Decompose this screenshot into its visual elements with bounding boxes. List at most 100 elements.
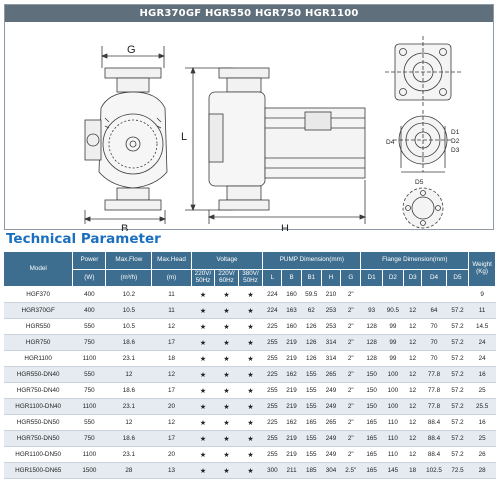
table-cell: 165 bbox=[360, 430, 383, 447]
table-cell: 77.8 bbox=[421, 366, 447, 383]
table-cell: 18 bbox=[151, 350, 192, 367]
table-cell: 88.4 bbox=[421, 430, 447, 447]
table-cell: 110 bbox=[382, 414, 404, 431]
header-power-unit: (W) bbox=[72, 269, 107, 287]
table-cell: 155 bbox=[301, 382, 322, 399]
table-cell: 249 bbox=[321, 398, 341, 415]
table-cell: 12 bbox=[403, 414, 422, 431]
model-cell: HGR550-DN40 bbox=[3, 366, 73, 383]
table-cell: 57.2 bbox=[446, 334, 469, 351]
table-cell: 145 bbox=[382, 462, 404, 479]
model-cell: HGR1500-DN65 bbox=[3, 462, 73, 479]
table-cell: ★ bbox=[238, 414, 263, 431]
dim-label-b: B bbox=[121, 223, 128, 231]
table-cell: 2" bbox=[340, 430, 361, 447]
table-cell: 57.2 bbox=[446, 350, 469, 367]
technical-parameter-table: Model Power Max.Flow Max.Head Voltage PU… bbox=[2, 251, 496, 479]
header-flow-unit: (m³/h) bbox=[105, 269, 153, 287]
table-cell: 210 bbox=[321, 286, 341, 303]
table-cell: 70 bbox=[421, 350, 447, 367]
dim-label-h: H bbox=[281, 223, 289, 231]
table-cell: 17 bbox=[151, 430, 192, 447]
table-cell bbox=[382, 286, 404, 303]
table-cell: 2.5" bbox=[340, 462, 361, 479]
table-cell: 24 bbox=[468, 334, 496, 351]
table-cell: 110 bbox=[382, 430, 404, 447]
header-dim-l: L bbox=[262, 269, 283, 287]
table-cell: 62 bbox=[301, 302, 322, 319]
table-cell: 225 bbox=[262, 366, 282, 383]
table-cell: 9 bbox=[468, 286, 496, 303]
table-cell: ★ bbox=[191, 286, 215, 303]
table-cell: 102.5 bbox=[421, 462, 447, 479]
table-cell: 211 bbox=[281, 462, 302, 479]
table-cell: 253 bbox=[321, 302, 341, 319]
table-cell: 165 bbox=[360, 462, 383, 479]
table-cell: 28 bbox=[105, 462, 152, 479]
model-cell: HGR550 bbox=[3, 318, 73, 335]
table-cell: 20 bbox=[151, 398, 192, 415]
model-banner: HGR370GF HGR550 HGR750 HGR1100 bbox=[5, 5, 493, 22]
table-cell: 99 bbox=[382, 318, 404, 335]
table-row: HGR1500-DN65 1500 28 13 ★ ★ ★ 300 211 185 304 2.5" 1… bbox=[3, 462, 496, 479]
table-cell: 185 bbox=[301, 462, 322, 479]
table-cell: 126 bbox=[301, 334, 322, 351]
table-cell: 128 bbox=[360, 318, 383, 335]
model-cell: HGR750 bbox=[3, 334, 73, 351]
table-cell: 1100 bbox=[72, 350, 106, 367]
table-cell: 12 bbox=[403, 430, 422, 447]
table-cell: 18.6 bbox=[105, 334, 152, 351]
table-cell: 12 bbox=[403, 350, 422, 367]
table-cell: 11 bbox=[151, 286, 192, 303]
table-cell: 70 bbox=[421, 318, 447, 335]
table-cell: 255 bbox=[262, 430, 282, 447]
header-weight: Weight (Kg) bbox=[468, 251, 496, 287]
table-row: HGR1100 1100 23.1 18 ★ ★ ★ 255 219 126 314 2" 128 99 1… bbox=[3, 350, 496, 367]
header-head-unit: (m) bbox=[151, 269, 192, 287]
table-cell: 57.2 bbox=[446, 318, 469, 335]
table-cell: 2" bbox=[340, 382, 361, 399]
table-cell: 225 bbox=[262, 414, 282, 431]
table-row: HGR550-DN40 550 12 12 ★ ★ ★ 225 162 155 265 2" 150 10… bbox=[3, 366, 496, 383]
table-cell: 12 bbox=[151, 318, 192, 335]
table-cell: 265 bbox=[321, 414, 341, 431]
table-cell: ★ bbox=[238, 286, 263, 303]
table-cell: 10.5 bbox=[105, 318, 152, 335]
dim-label-d2: D2 bbox=[451, 138, 460, 145]
round-flange-drawing bbox=[393, 110, 453, 173]
table-cell: 100 bbox=[382, 382, 404, 399]
table-cell: 2" bbox=[340, 366, 361, 383]
dim-label-d1: D1 bbox=[451, 129, 460, 136]
table-cell: ★ bbox=[238, 302, 263, 319]
table-cell: 64 bbox=[421, 302, 447, 319]
table-cell: ★ bbox=[238, 318, 263, 335]
table-cell: 249 bbox=[321, 382, 341, 399]
model-cell: HGR1100-DN50 bbox=[3, 446, 73, 463]
table-cell: ★ bbox=[214, 462, 239, 479]
table-cell: 225 bbox=[262, 318, 282, 335]
table-cell: ★ bbox=[238, 430, 263, 447]
table-cell: 1100 bbox=[72, 446, 106, 463]
table-cell: 2" bbox=[340, 318, 361, 335]
table-cell: 26 bbox=[468, 446, 496, 463]
table-cell: ★ bbox=[214, 430, 239, 447]
table-cell: 2" bbox=[340, 334, 361, 351]
table-cell bbox=[421, 286, 447, 303]
header-dim-d1: D1 bbox=[360, 269, 383, 287]
table-cell: 219 bbox=[281, 350, 302, 367]
table-cell: ★ bbox=[238, 334, 263, 351]
table-cell: 165 bbox=[301, 414, 322, 431]
table-cell: 1500 bbox=[72, 462, 106, 479]
header-flange-dimension: Flange Dimension(mm) bbox=[360, 251, 470, 270]
table-cell bbox=[446, 286, 469, 303]
header-head: Max.Head bbox=[151, 251, 192, 270]
table-row: HGR750-DN50 750 18.6 17 ★ ★ ★ 255 219 155 249 2" 165… bbox=[3, 430, 496, 447]
table-cell: ★ bbox=[191, 302, 215, 319]
table-cell: 750 bbox=[72, 334, 106, 351]
table-cell: 1100 bbox=[72, 398, 106, 415]
table-cell: 23.1 bbox=[105, 398, 152, 415]
table-cell: 12 bbox=[105, 366, 152, 383]
table-cell: 2" bbox=[340, 398, 361, 415]
table-cell: 25 bbox=[468, 382, 496, 399]
table-cell: 265 bbox=[321, 366, 341, 383]
